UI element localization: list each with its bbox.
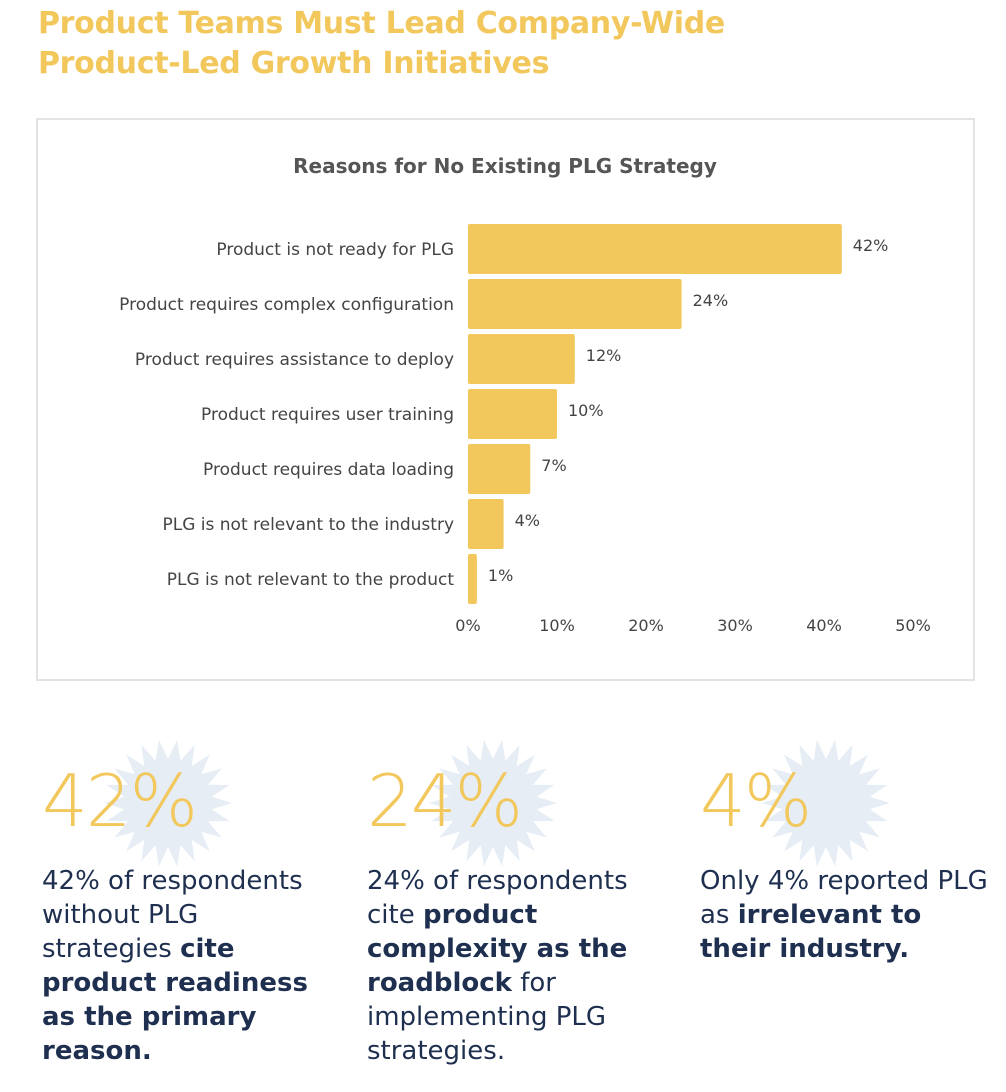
category-label: PLG is not relevant to the industry xyxy=(162,515,454,535)
starburst-shape xyxy=(762,739,890,867)
stat-description: Only 4% reported PLG as irrelevant to th… xyxy=(700,864,990,966)
category-label: Product is not ready for PLG xyxy=(216,240,454,260)
x-tick-label: 40% xyxy=(806,616,842,635)
category-label: Product requires assistance to deploy xyxy=(135,350,454,370)
stat-number: 42% xyxy=(42,759,198,843)
x-tick-label: 50% xyxy=(895,616,931,635)
stat-text-run: 42% of respondents without PLG strategie… xyxy=(42,866,303,964)
category-label: Product requires complex configuration xyxy=(119,295,454,315)
bar xyxy=(468,224,842,274)
stat-emphasis: cite product readiness as the primary re… xyxy=(42,934,308,1066)
bar xyxy=(468,499,504,549)
stat-emphasis: irrelevant to their industry. xyxy=(700,900,922,964)
stat-description: 24% of respondents cite product complexi… xyxy=(367,864,657,1068)
headline-line-2: Product-Led Growth Initiatives xyxy=(38,46,550,81)
stat-text-run: Only 4% reported PLG as xyxy=(700,866,988,930)
bar xyxy=(468,554,477,604)
stat-number: 4% xyxy=(700,759,812,843)
value-label: 10% xyxy=(568,401,604,420)
value-label: 24% xyxy=(693,291,729,310)
stat-text-run: 24% of respondents cite xyxy=(367,866,628,930)
value-label: 7% xyxy=(541,456,566,475)
starburst-icon xyxy=(762,739,890,867)
starburst-shape xyxy=(429,739,557,867)
bar xyxy=(468,279,682,329)
category-label: PLG is not relevant to the product xyxy=(167,570,455,590)
x-tick-label: 30% xyxy=(717,616,753,635)
starburst-icon xyxy=(104,739,232,867)
stat-card-1: 42% 42% of respondents without PLG strat… xyxy=(38,738,328,1066)
chart-title: Reasons for No Existing PLG Strategy xyxy=(293,154,717,178)
stat-emphasis: product complexity as the roadblock xyxy=(367,900,628,998)
x-tick-label: 0% xyxy=(455,616,480,635)
page-headline: Product Teams Must Lead Company-Wide Pro… xyxy=(38,4,938,84)
stat-description: 42% of respondents without PLG strategie… xyxy=(42,864,332,1068)
category-label: Product requires data loading xyxy=(203,460,454,480)
x-tick-label: 10% xyxy=(539,616,575,635)
value-label: 42% xyxy=(853,236,889,255)
stat-card-2: 24% 24% of respondents cite product comp… xyxy=(363,738,653,1066)
value-label: 12% xyxy=(586,346,622,365)
value-label: 1% xyxy=(488,566,513,585)
stat-number: 24% xyxy=(367,759,523,843)
value-label: 4% xyxy=(515,511,540,530)
bar xyxy=(468,334,575,384)
starburst-shape xyxy=(104,739,232,867)
bar xyxy=(468,389,557,439)
stat-card-3: 4% Only 4% reported PLG as irrelevant to… xyxy=(696,738,988,964)
bar-chart: Reasons for No Existing PLG Strategy Prod… xyxy=(119,154,931,635)
category-label: Product requires user training xyxy=(201,405,454,425)
headline-line-1: Product Teams Must Lead Company-Wide xyxy=(38,6,725,41)
chart-frame: Reasons for No Existing PLG Strategy Prod… xyxy=(36,118,975,681)
starburst-icon xyxy=(429,739,557,867)
bar xyxy=(468,444,531,494)
stat-text-run: for implementing PLG strategies. xyxy=(367,968,607,1066)
x-tick-label: 20% xyxy=(628,616,664,635)
